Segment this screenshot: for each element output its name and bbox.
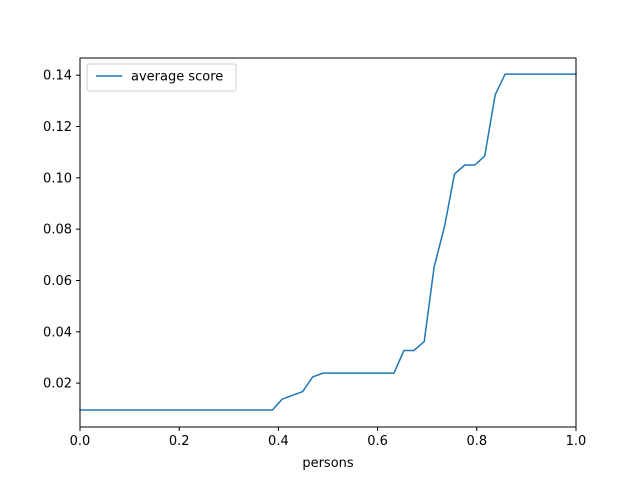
y-tick-label: 0.04	[43, 325, 72, 340]
x-tick-label: 0.6	[367, 434, 388, 449]
x-tick-label: 0.4	[268, 434, 289, 449]
series-line-average-score	[79, 73, 577, 411]
legend: average score	[86, 63, 237, 92]
y-tick-label: 0.12	[43, 120, 72, 135]
x-axis-ticks: 0.0 0.2 0.4 0.6 0.8 1.0	[70, 427, 587, 449]
plot-frame	[79, 57, 577, 428]
x-tick-label: 0.8	[466, 434, 487, 449]
x-tick-label: 0.0	[70, 434, 91, 449]
plot-area	[80, 58, 576, 427]
y-tick-label: 0.02	[43, 377, 72, 392]
series-layer	[79, 73, 577, 411]
y-tick-label: 0.06	[43, 274, 72, 289]
legend-box	[86, 63, 237, 92]
y-axis-ticks: 0.02 0.04 0.06 0.08 0.10 0.12 0.14	[43, 69, 80, 392]
y-tick-label: 0.08	[43, 223, 72, 238]
y-tick-label: 0.14	[43, 69, 72, 84]
x-tick-label: 0.2	[169, 434, 190, 449]
y-tick-label: 0.10	[43, 171, 72, 186]
legend-label-average-score: average score	[131, 70, 223, 85]
x-axis-label: persons	[302, 456, 354, 471]
x-tick-label: 1.0	[566, 434, 587, 449]
